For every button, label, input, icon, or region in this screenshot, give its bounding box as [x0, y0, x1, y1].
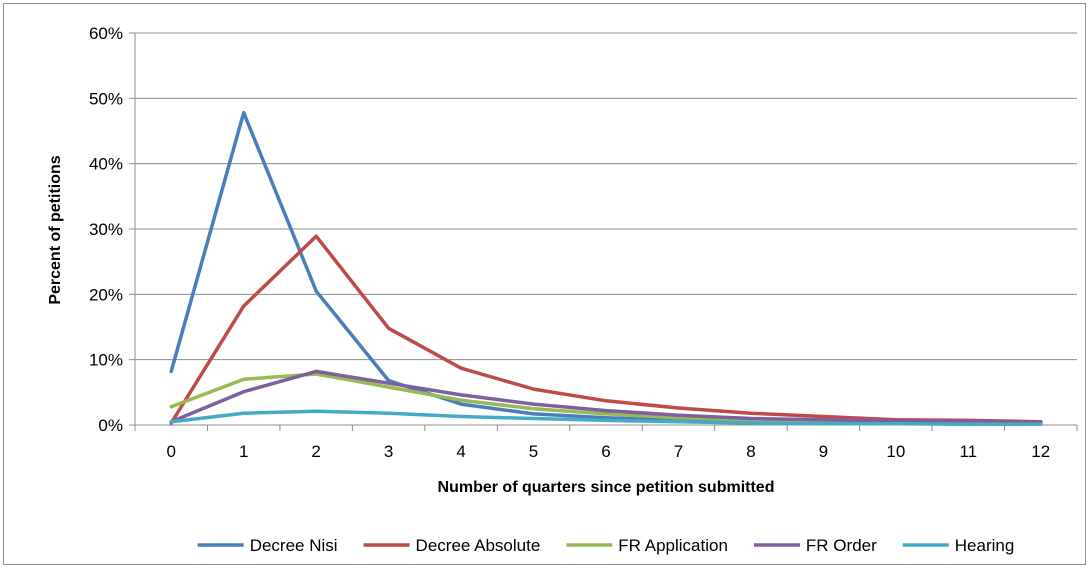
x-tick-label: 9	[819, 442, 828, 461]
x-tick-label: 12	[1031, 442, 1050, 461]
y-tick-label: 20%	[89, 285, 123, 304]
series-line-fr-order	[169, 369, 1043, 425]
legend-item-fr-application: FR Application	[566, 536, 728, 555]
x-tick-label: 4	[456, 442, 465, 461]
x-tick-label: 11	[959, 442, 977, 461]
x-tick-label: 8	[746, 442, 755, 461]
x-tick-label: 1	[239, 442, 248, 461]
legend-item-fr-order: FR Order	[753, 536, 877, 555]
legend-item-hearing: Hearing	[902, 536, 1015, 555]
legend-item-decree-absolute: Decree Absolute	[363, 536, 541, 555]
series-line-decree-absolute	[169, 234, 1043, 425]
chart-frame	[3, 3, 1086, 565]
x-tick-label: 10	[886, 442, 905, 461]
legend-label: Hearing	[955, 536, 1015, 555]
y-tick-labels: 0% 10% 20% 30% 40% 50% 60%	[89, 24, 123, 435]
legend-label: FR Application	[618, 536, 728, 555]
legend: Decree Nisi Decree Absolute FR Application…	[197, 536, 1015, 555]
x-tick-label: 3	[384, 442, 393, 461]
x-tick-label: 7	[674, 442, 683, 461]
y-tick-label: 50%	[89, 89, 123, 108]
legend-label: FR Order	[806, 536, 877, 555]
legend-label: Decree Nisi	[250, 536, 338, 555]
x-tick-label: 5	[529, 442, 538, 461]
series-lines	[169, 110, 1043, 427]
series-line-hearing	[169, 409, 1043, 427]
x-tick-labels: 0 1 2 3 4 5 6 7 8 9 10 11 12	[166, 442, 1050, 461]
legend-label: Decree Absolute	[416, 536, 541, 555]
y-tick-label: 60%	[89, 24, 123, 43]
x-tick-label: 6	[601, 442, 610, 461]
y-tick-label: 30%	[89, 220, 123, 239]
y-tick-label: 40%	[89, 155, 123, 174]
y-tick-label: 0%	[98, 416, 123, 435]
series-line-fr-application	[169, 372, 1043, 425]
x-tick-label: 0	[166, 442, 175, 461]
axes	[129, 32, 1078, 431]
y-axis-title: Percent of petitions	[47, 155, 64, 304]
x-axis-title: Number of quarters since petition submit…	[438, 479, 775, 496]
legend-item-decree-nisi: Decree Nisi	[197, 536, 338, 555]
x-tick-label: 2	[311, 442, 320, 461]
y-tick-label: 10%	[89, 351, 123, 370]
